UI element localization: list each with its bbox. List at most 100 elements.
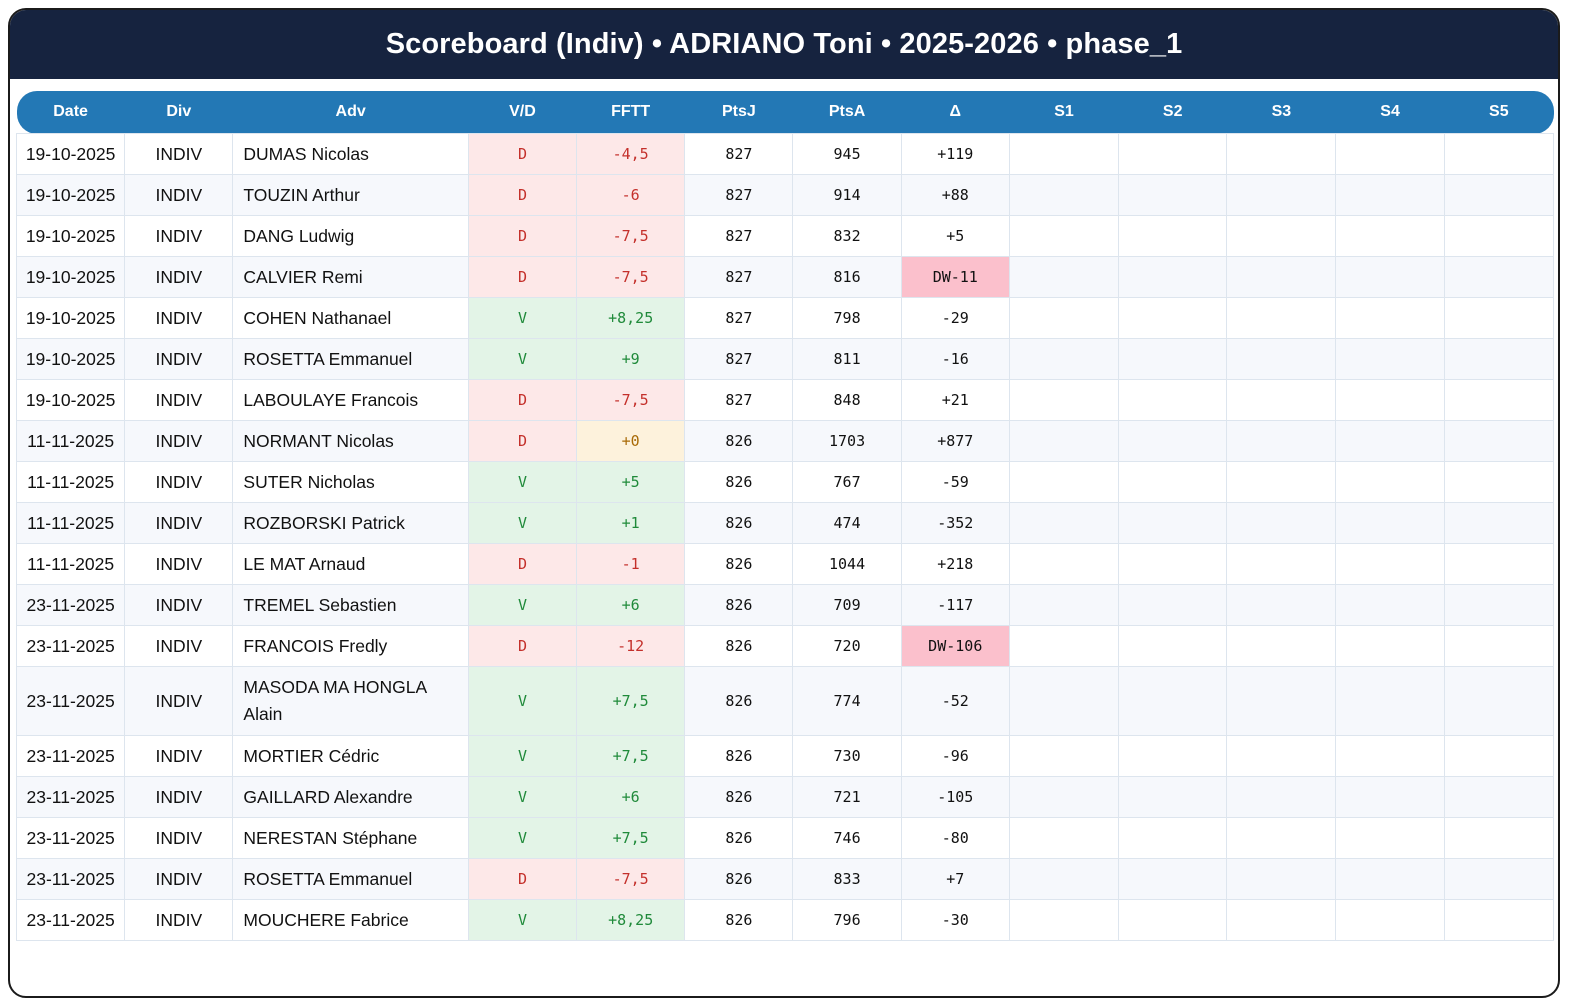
cell-fftt: +7,5 [576, 817, 686, 859]
table-row[interactable]: 11-11-2025 INDIV NORMANT Nicolas D +0 826 1703… [15, 420, 1555, 462]
table-row[interactable]: 11-11-2025 INDIV ROZBORSKI Patrick V +1 826 47… [15, 502, 1555, 544]
cell-s1 [1008, 735, 1120, 777]
table-row[interactable]: 19-10-2025 INDIV DUMAS Nicolas D -4,5 827 945 +… [15, 133, 1555, 175]
cell-s1 [1008, 776, 1120, 818]
cell-div: INDIV [124, 776, 234, 818]
column-header-s2[interactable]: S2 [1118, 91, 1227, 134]
table-row[interactable]: 23-11-2025 INDIV ROSETTA Emmanuel D -7,5 826 8… [15, 858, 1555, 900]
cell-s4 [1335, 625, 1445, 667]
cell-adv: MASODA MA HONGLA Alain [232, 666, 469, 736]
table-row[interactable]: 11-11-2025 INDIV SUTER Nicholas V +5 826 767 -5… [15, 461, 1555, 503]
cell-ptsj: 826 [684, 776, 794, 818]
cell-s2 [1118, 543, 1228, 585]
column-header-adv[interactable]: Adv [232, 91, 469, 134]
cell-vd: V [467, 584, 578, 626]
cell-ptsa: 721 [792, 776, 902, 818]
cell-vd: V [467, 735, 578, 777]
table-header-row: Date Div Adv V/D FFTT PtsJ PtsA Δ S1 S2 S3 S4 S5 [16, 91, 1554, 134]
cell-date: 23-11-2025 [15, 584, 126, 626]
column-header-vd[interactable]: V/D [468, 91, 577, 134]
scoreboard-window: Scoreboard (Indiv) • ADRIANO Toni • 2025… [8, 8, 1560, 998]
table-row[interactable]: 19-10-2025 INDIV LABOULAYE Francois D -7,5 82… [15, 379, 1555, 421]
cell-div: INDIV [124, 543, 234, 585]
table-row[interactable]: 11-11-2025 INDIV LE MAT Arnaud D -1 826 1044 +2… [15, 543, 1555, 585]
cell-s3 [1226, 215, 1337, 257]
cell-s1 [1008, 338, 1120, 380]
cell-s1 [1008, 256, 1120, 298]
cell-delta: +21 [900, 379, 1010, 421]
cell-adv: COHEN Nathanael [232, 297, 469, 339]
cell-s1 [1008, 584, 1120, 626]
cell-vd: D [467, 625, 578, 667]
column-header-s3[interactable]: S3 [1226, 91, 1336, 134]
cell-fftt: +8,25 [576, 297, 686, 339]
cell-s5 [1443, 858, 1555, 900]
cell-ptsa: 746 [792, 817, 902, 859]
table-row[interactable]: 23-11-2025 INDIV MASODA MA HONGLA Alain V +7… [15, 666, 1555, 736]
cell-vd: D [467, 420, 578, 462]
cell-date: 11-11-2025 [15, 461, 126, 503]
cell-s5 [1443, 625, 1555, 667]
cell-vd: D [467, 543, 578, 585]
cell-s4 [1335, 776, 1445, 818]
table-row[interactable]: 19-10-2025 INDIV DANG Ludwig D -7,5 827 832 +5 [15, 215, 1555, 257]
cell-s5 [1443, 735, 1555, 777]
cell-fftt: +1 [576, 502, 686, 544]
column-header-s5[interactable]: S5 [1444, 91, 1554, 134]
cell-s3 [1226, 174, 1337, 216]
cell-fftt: +6 [576, 776, 686, 818]
table-row[interactable]: 23-11-2025 INDIV GAILLARD Alexandre V +6 826 7… [15, 776, 1555, 818]
table-body: 19-10-2025 INDIV DUMAS Nicolas D -4,5 827 945 +… [15, 133, 1555, 941]
cell-s4 [1335, 666, 1445, 736]
table-row[interactable]: 23-11-2025 INDIV NERESTAN Stéphane V +7,5 826… [15, 817, 1555, 859]
table-row[interactable]: 19-10-2025 INDIV ROSETTA Emmanuel V +9 827 811… [15, 338, 1555, 380]
cell-adv: LE MAT Arnaud [232, 543, 469, 585]
cell-date: 19-10-2025 [15, 338, 126, 380]
cell-s5 [1443, 174, 1555, 216]
table-row[interactable]: 19-10-2025 INDIV COHEN Nathanael V +8,25 827 7… [15, 297, 1555, 339]
cell-s2 [1118, 502, 1228, 544]
table-row[interactable]: 23-11-2025 INDIV MORTIER Cédric V +7,5 826 730… [15, 735, 1555, 777]
cell-delta: -117 [900, 584, 1010, 626]
cell-s1 [1008, 379, 1120, 421]
cell-s5 [1443, 502, 1555, 544]
cell-date: 23-11-2025 [15, 776, 126, 818]
cell-s3 [1226, 666, 1337, 736]
table-row[interactable]: 23-11-2025 INDIV TREMEL Sebastien V +6 826 709… [15, 584, 1555, 626]
table-row[interactable]: 23-11-2025 INDIV FRANCOIS Fredly D -12 826 720… [15, 625, 1555, 667]
cell-ptsa: 945 [792, 133, 902, 175]
cell-date: 19-10-2025 [15, 133, 126, 175]
column-header-ptsa[interactable]: PtsA [792, 91, 902, 134]
cell-ptsa: 796 [792, 899, 902, 941]
cell-s4 [1335, 584, 1445, 626]
cell-fftt: -1 [576, 543, 686, 585]
cell-date: 23-11-2025 [15, 817, 126, 859]
cell-s4 [1335, 461, 1445, 503]
cell-s2 [1118, 256, 1228, 298]
cell-s2 [1118, 776, 1228, 818]
cell-fftt: +0 [576, 420, 686, 462]
column-header-s4[interactable]: S4 [1335, 91, 1445, 134]
table-row[interactable]: 23-11-2025 INDIV MOUCHERE Fabrice V +8,25 826… [15, 899, 1555, 941]
cell-ptsa: 833 [792, 858, 902, 900]
column-header-fftt[interactable]: FFTT [576, 91, 685, 134]
cell-div: INDIV [124, 584, 234, 626]
table-row[interactable]: 19-10-2025 INDIV CALVIER Remi D -7,5 827 816 DW… [15, 256, 1555, 298]
cell-adv: NERESTAN Stéphane [232, 817, 469, 859]
cell-div: INDIV [124, 735, 234, 777]
column-header-delta[interactable]: Δ [901, 91, 1010, 134]
cell-s3 [1226, 899, 1337, 941]
cell-ptsj: 826 [684, 625, 794, 667]
column-header-ptsj[interactable]: PtsJ [684, 91, 793, 134]
cell-vd: V [467, 297, 578, 339]
cell-s3 [1226, 625, 1337, 667]
cell-s5 [1443, 461, 1555, 503]
column-header-div[interactable]: Div [124, 91, 233, 134]
cell-s2 [1118, 817, 1228, 859]
cell-s3 [1226, 776, 1337, 818]
table-row[interactable]: 19-10-2025 INDIV TOUZIN Arthur D -6 827 914 +88 [15, 174, 1555, 216]
column-header-date[interactable]: Date [16, 91, 125, 134]
column-header-s1[interactable]: S1 [1009, 91, 1119, 134]
cell-fftt: +9 [576, 338, 686, 380]
cell-vd: V [467, 338, 578, 380]
